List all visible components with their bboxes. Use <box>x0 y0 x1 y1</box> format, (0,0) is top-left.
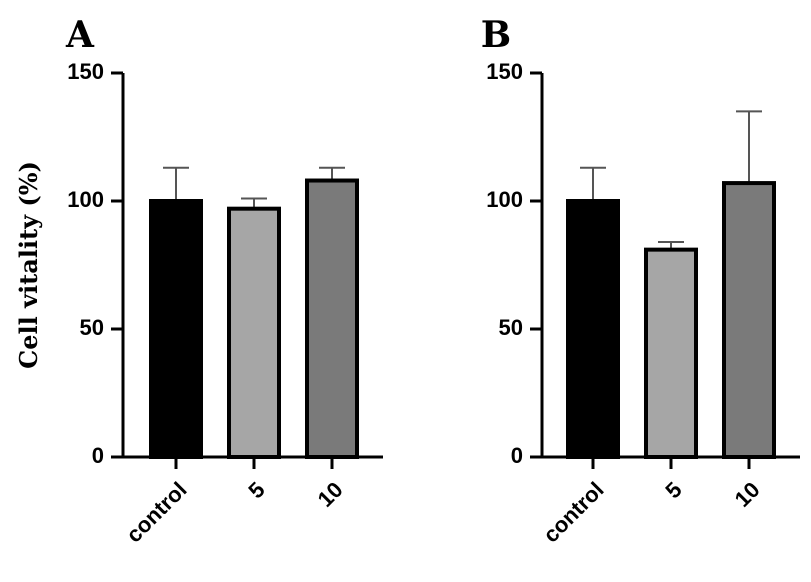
x-tick-label: 10 <box>313 477 348 512</box>
bar <box>227 206 281 459</box>
bar <box>149 199 203 459</box>
y-tick-label: 50 <box>80 315 104 340</box>
panel-a: A Cell vitality (%) 0 50 100 150 control 5 10 <box>14 14 383 547</box>
y-tick-label: 50 <box>499 315 523 340</box>
y-tick-label: 100 <box>67 187 104 212</box>
y-tick-label: 150 <box>67 59 104 84</box>
y-axis-label: Cell vitality (%) <box>14 161 43 369</box>
panel-letter: A <box>65 14 95 56</box>
bar <box>566 199 620 459</box>
y-tick-label: 0 <box>92 443 104 468</box>
x-tick-label: 5 <box>243 477 269 503</box>
bar <box>644 247 698 459</box>
bar <box>722 181 776 460</box>
panel-b: B 0 50 100 150 control 5 10 <box>481 14 800 547</box>
x-tick-label: control <box>538 477 608 547</box>
y-tick-label: 150 <box>486 59 523 84</box>
x-tick-label: 5 <box>660 477 686 503</box>
x-tick-label: 10 <box>730 477 765 512</box>
y-tick-label: 0 <box>511 443 523 468</box>
y-tick-label: 100 <box>486 187 523 212</box>
panel-letter: B <box>481 14 511 56</box>
x-tick-label: control <box>121 477 191 547</box>
bar <box>305 178 359 460</box>
